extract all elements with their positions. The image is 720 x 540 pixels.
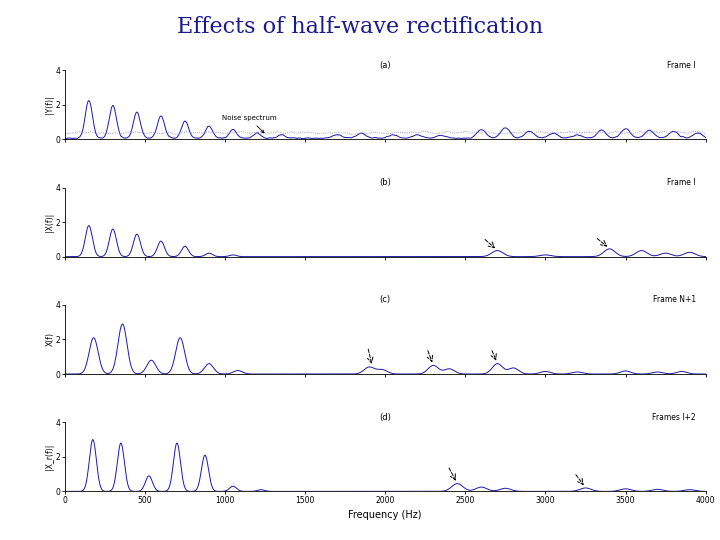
Text: Effects of half-wave rectification: Effects of half-wave rectification	[177, 16, 543, 38]
Y-axis label: |Y(f)|: |Y(f)|	[45, 96, 55, 114]
Text: Frame l: Frame l	[667, 60, 696, 70]
Text: Frames l+2: Frames l+2	[652, 413, 696, 422]
Text: (c): (c)	[379, 295, 391, 304]
Text: (d): (d)	[379, 413, 391, 422]
Text: (b): (b)	[379, 178, 391, 187]
Y-axis label: X(f): X(f)	[45, 333, 55, 347]
Text: Frame N+1: Frame N+1	[653, 295, 696, 304]
Text: (a): (a)	[379, 60, 391, 70]
Y-axis label: |X(f)|: |X(f)|	[45, 212, 55, 232]
X-axis label: Frequency (Hz): Frequency (Hz)	[348, 510, 422, 520]
Y-axis label: |X_r(f)|: |X_r(f)|	[45, 444, 55, 470]
Text: Noise spectrum: Noise spectrum	[222, 115, 276, 133]
Text: Frame l: Frame l	[667, 178, 696, 187]
